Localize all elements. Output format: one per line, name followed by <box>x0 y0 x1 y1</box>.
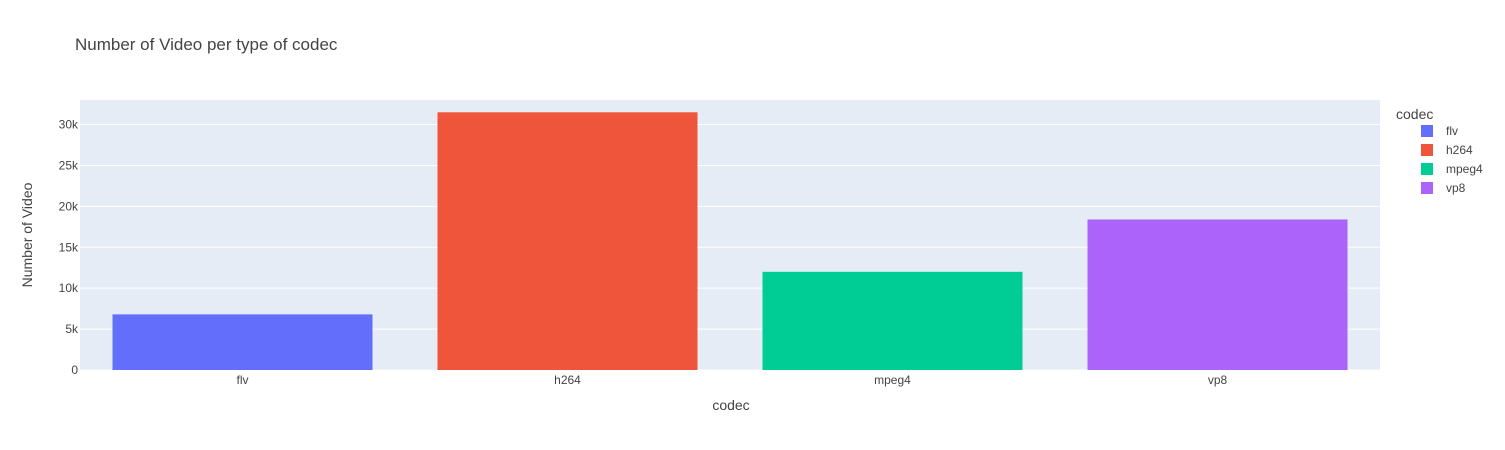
y-tick-label: 25k <box>59 158 79 172</box>
bar-vp8[interactable] <box>1087 219 1348 370</box>
legend-item-vp8[interactable]: vp8 <box>1421 181 1466 195</box>
legend-swatch <box>1421 125 1433 137</box>
legend: codec flv h264 mpeg4 vp8 <box>1396 106 1483 195</box>
y-axis-title: Number of Video <box>19 182 35 287</box>
x-tick-label: vp8 <box>1208 373 1228 387</box>
legend-swatch <box>1421 163 1433 175</box>
legend-item-flv[interactable]: flv <box>1421 124 1458 138</box>
x-tick-label: flv <box>237 373 249 387</box>
legend-swatch <box>1421 182 1433 194</box>
y-tick-label: 15k <box>59 240 79 254</box>
legend-title: codec <box>1396 106 1433 122</box>
x-tick-label: h264 <box>554 373 581 387</box>
x-tick-labels: flv h264 mpeg4 vp8 <box>237 373 1228 387</box>
y-tick-label: 0 <box>71 363 78 377</box>
legend-label: mpeg4 <box>1446 162 1483 176</box>
legend-item-mpeg4[interactable]: mpeg4 <box>1421 162 1483 176</box>
x-axis-title: codec <box>712 397 749 413</box>
legend-label: h264 <box>1446 143 1473 157</box>
bars <box>112 112 1348 370</box>
y-tick-label: 30k <box>59 118 79 132</box>
bar-h264[interactable] <box>437 112 698 370</box>
legend-swatch <box>1421 144 1433 156</box>
y-tick-label: 5k <box>65 322 79 336</box>
legend-label: vp8 <box>1446 181 1466 195</box>
y-tick-label: 10k <box>59 281 79 295</box>
y-tick-label: 20k <box>59 199 79 213</box>
bar-flv[interactable] <box>112 314 373 370</box>
bar-mpeg4[interactable] <box>762 271 1023 370</box>
legend-item-h264[interactable]: h264 <box>1421 143 1473 157</box>
x-tick-label: mpeg4 <box>874 373 911 387</box>
legend-label: flv <box>1446 124 1458 138</box>
chart-title: Number of Video per type of codec <box>75 35 338 54</box>
y-tick-labels: 0 5k 10k 15k 20k 25k 30k <box>59 118 79 377</box>
